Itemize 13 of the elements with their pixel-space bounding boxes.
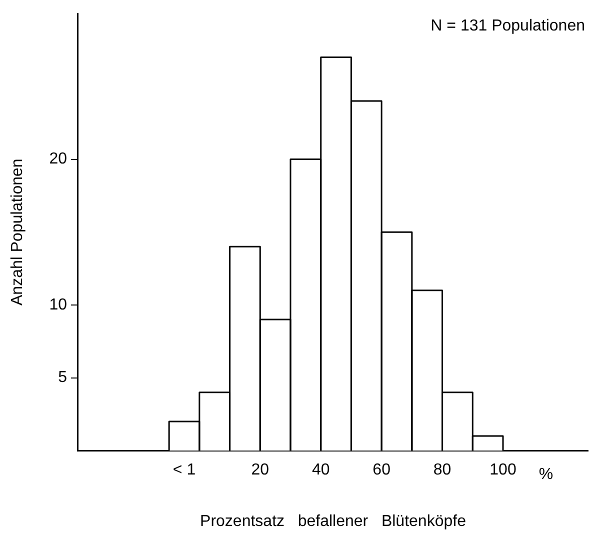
y-axis-title: Anzahl Populationen [9, 158, 26, 306]
x-tick-label: 80 [433, 462, 452, 479]
y-tick-label: 5 [58, 369, 68, 386]
x-axis-title: Prozentsatz befallener Blütenköpfe [200, 512, 466, 530]
y-tick-label: 20 [49, 150, 68, 168]
x-tick-label: 60 [372, 462, 391, 479]
y-tick-label: 10 [49, 296, 68, 314]
annotation: N = 131 Populationen [430, 17, 585, 34]
text: % [538, 466, 554, 484]
x-tick-label: < 1 [172, 462, 196, 479]
x-tick-label: 20 [251, 462, 270, 479]
x-tick-label: 100 [490, 462, 516, 479]
x-tick-label: 40 [312, 462, 330, 479]
